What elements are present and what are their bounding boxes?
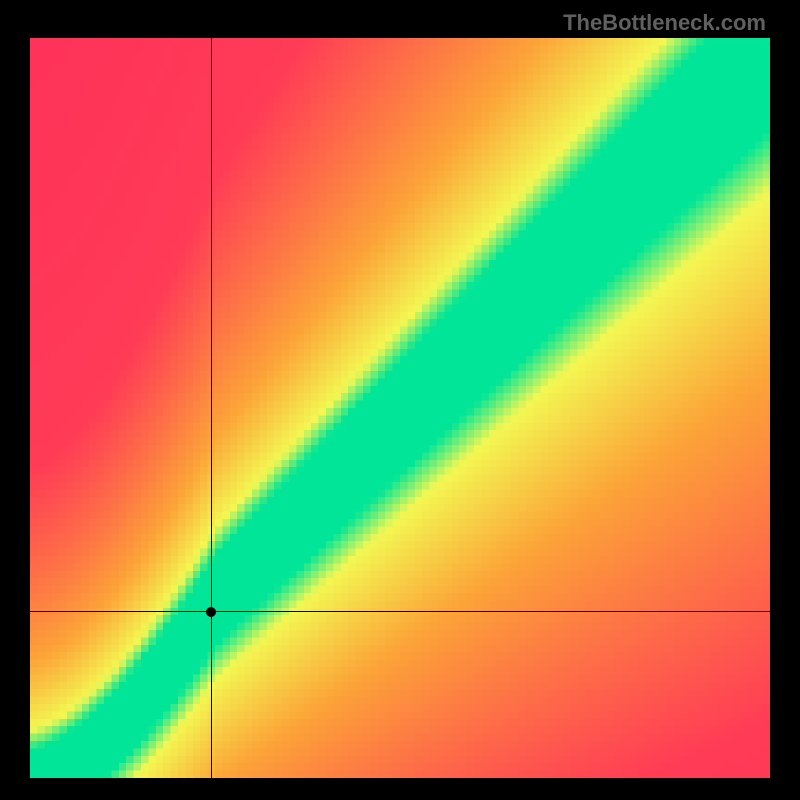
heatmap-canvas [30, 38, 770, 778]
crosshair-horizontal [30, 611, 770, 612]
data-point-marker [206, 607, 216, 617]
watermark-text: TheBottleneck.com [563, 10, 766, 36]
heatmap-plot [30, 38, 770, 778]
crosshair-vertical [211, 38, 212, 778]
